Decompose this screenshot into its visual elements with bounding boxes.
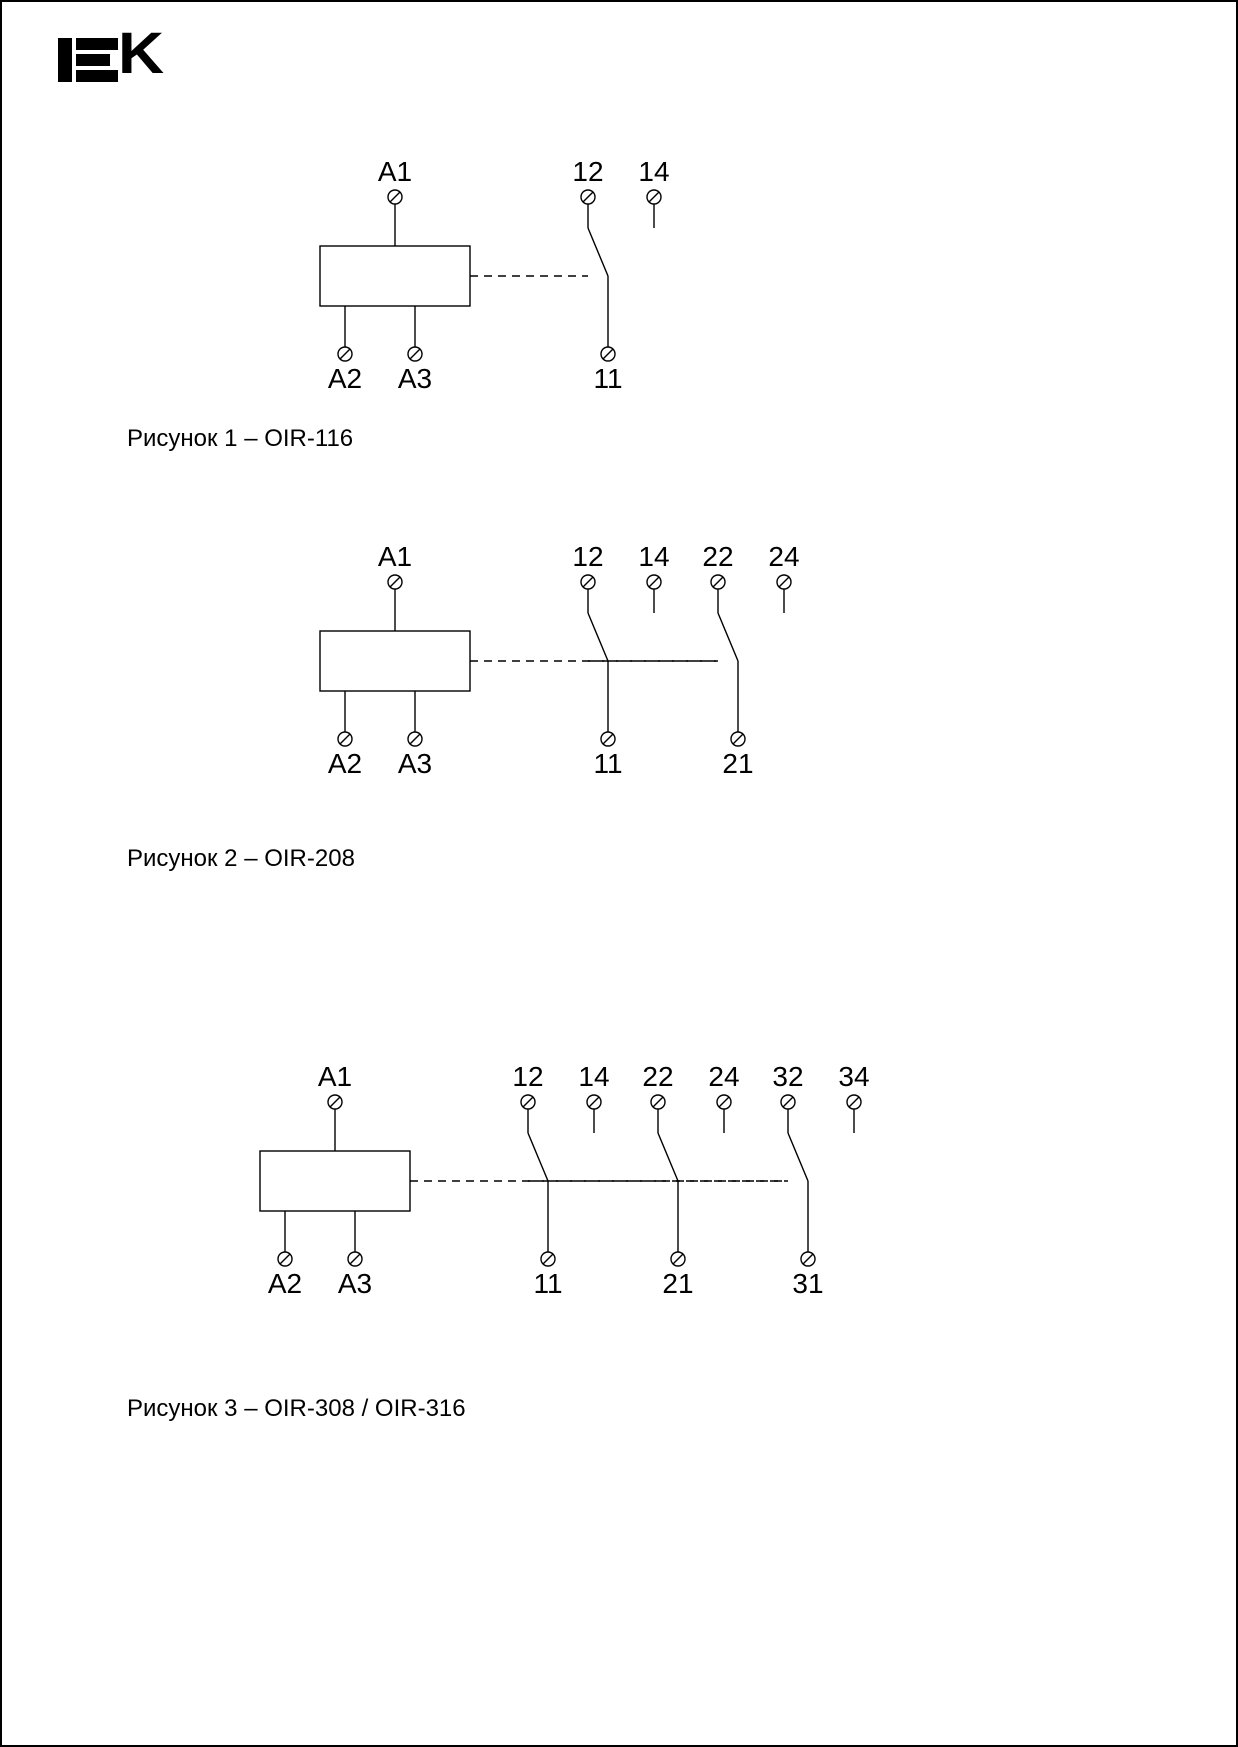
svg-text:A1: A1 [378, 156, 412, 187]
svg-text:32: 32 [772, 1061, 803, 1092]
svg-text:34: 34 [838, 1061, 869, 1092]
svg-text:21: 21 [722, 748, 753, 779]
svg-text:A3: A3 [338, 1268, 372, 1299]
svg-text:21: 21 [662, 1268, 693, 1299]
caption-fig2: Рисунок 2 – OIR-208 [127, 845, 355, 873]
svg-text:12: 12 [572, 541, 603, 572]
svg-text:A2: A2 [328, 363, 362, 394]
diagram-fig3: A1 A2 A3 12 14 11 22 24 21 32 34 31 [202, 1057, 982, 1377]
svg-text:A3: A3 [398, 748, 432, 779]
svg-text:24: 24 [768, 541, 799, 572]
svg-text:14: 14 [638, 541, 669, 572]
diagram-fig1: A1 A2 A3 12 14 11 [262, 152, 822, 412]
svg-text:14: 14 [578, 1061, 609, 1092]
svg-text:A1: A1 [378, 541, 412, 572]
svg-text:A1: A1 [318, 1061, 352, 1092]
svg-text:31: 31 [792, 1268, 823, 1299]
svg-text:12: 12 [512, 1061, 543, 1092]
svg-text:A3: A3 [398, 363, 432, 394]
brand-logo: K [58, 38, 160, 82]
svg-text:14: 14 [638, 156, 669, 187]
page-frame: K A1A2A3121411 Рисунок 1 – OIR-116 A1A2A… [0, 0, 1238, 1747]
svg-text:22: 22 [642, 1061, 673, 1092]
diagram-fig2: A1 A2 A3 12 14 11 22 24 21 [262, 537, 902, 827]
caption-fig1: Рисунок 1 – OIR-116 [127, 425, 353, 453]
svg-text:12: 12 [572, 156, 603, 187]
svg-text:11: 11 [533, 1268, 562, 1299]
svg-text:11: 11 [593, 363, 622, 394]
svg-text:24: 24 [708, 1061, 739, 1092]
svg-text:A2: A2 [328, 748, 362, 779]
svg-text:11: 11 [593, 748, 622, 779]
caption-fig3: Рисунок 3 – OIR-308 / OIR-316 [127, 1395, 466, 1423]
svg-text:22: 22 [702, 541, 733, 572]
svg-text:A2: A2 [268, 1268, 302, 1299]
